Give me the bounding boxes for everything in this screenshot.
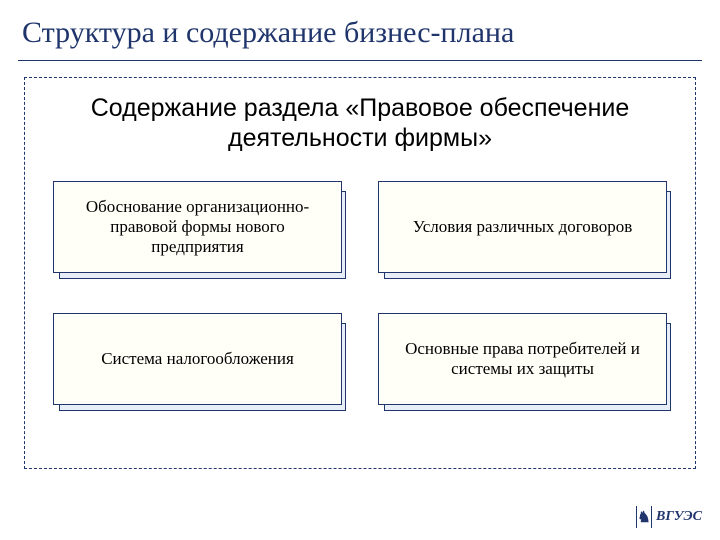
box-card: Обоснование организационно-правовой форм… [53,181,342,273]
info-box: Система налогообложения [53,313,342,405]
info-box: Условия различных договоров [378,181,667,273]
slide: Структура и содержание бизнес-плана Соде… [0,0,720,540]
footer-logo: ♞ ВГУЭС [636,506,702,528]
title-divider [18,60,702,61]
box-label: Система налогообложения [101,349,294,369]
info-box: Обоснование организационно-правовой форм… [53,181,342,273]
box-card: Условия различных договоров [378,181,667,273]
content-frame: Содержание раздела «Правовое обеспечение… [24,77,696,469]
logo-icon: ♞ [636,506,652,528]
box-label: Условия различных договоров [413,217,633,237]
info-box: Основные права потребителей и системы их… [378,313,667,405]
box-label: Основные права потребителей и системы их… [389,339,656,379]
box-card: Система налогообложения [53,313,342,405]
box-label: Обоснование организационно-правовой форм… [64,197,331,257]
section-subtitle: Содержание раздела «Правовое обеспечение… [69,94,651,153]
logo-text: ВГУЭС [656,509,702,525]
box-card: Основные права потребителей и системы их… [378,313,667,405]
page-title: Структура и содержание бизнес-плана [18,12,702,60]
box-grid: Обоснование организационно-правовой форм… [45,179,675,405]
